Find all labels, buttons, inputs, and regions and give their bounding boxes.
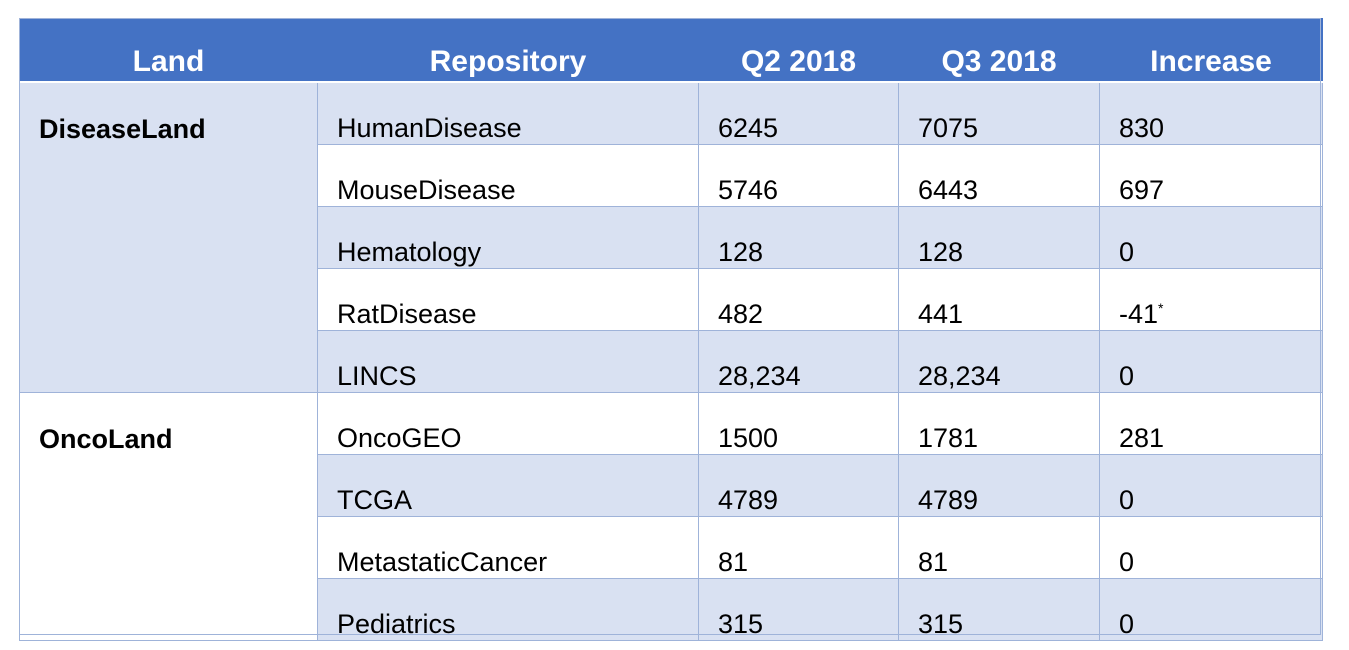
repository-cell-text: RatDisease — [337, 299, 477, 329]
increase-cell-text: 830 — [1119, 113, 1165, 143]
table-row: MouseDisease 5746 6443 697 — [20, 144, 1323, 207]
q2-2018-cell: 482 — [698, 268, 899, 331]
repository-cell: Pediatrics — [317, 578, 699, 641]
repository-cell-text: HumanDisease — [337, 113, 522, 143]
q3-2018-cell: 1781 — [898, 392, 1100, 455]
table-row: MetastaticCancer 81 81 0 — [20, 516, 1323, 579]
q3-2018-cell-text: 128 — [918, 237, 964, 267]
repository-cell-text: TCGA — [337, 485, 413, 515]
q2-2018-cell: 81 — [698, 516, 899, 579]
header-land: Land — [19, 18, 318, 83]
repository-cell: MouseDisease — [317, 144, 699, 207]
header-q2-2018: Q2 2018 — [698, 18, 899, 83]
q2-2018-cell: 5746 — [698, 144, 899, 207]
repository-cell-text: OncoGEO — [337, 423, 462, 453]
increase-cell-text: 0 — [1119, 609, 1135, 639]
repository-cell-text: MetastaticCancer — [337, 547, 548, 577]
q2-2018-cell: 6245 — [698, 81, 899, 145]
repository-cell: Hematology — [317, 206, 699, 269]
repository-cell-text: MouseDisease — [337, 175, 516, 205]
q3-2018-cell: 128 — [898, 206, 1100, 269]
increase-cell: 0 — [1099, 330, 1323, 393]
repository-cell-text: LINCS — [337, 361, 417, 391]
increase-cell: 0 — [1099, 454, 1323, 517]
repository-cell: LINCS — [317, 330, 699, 393]
table-row: DiseaseLand HumanDisease 6245 7075 830 — [19, 81, 1323, 393]
footnote-marker: * — [1158, 300, 1164, 316]
q3-2018-cell-text: 81 — [918, 547, 949, 577]
increase-cell: 830 — [1099, 81, 1323, 145]
increase-cell-text: 0 — [1119, 547, 1135, 577]
repository-cell: HumanDisease — [317, 81, 699, 145]
increase-cell-text: 281 — [1119, 423, 1165, 453]
increase-cell-text: 0 — [1119, 361, 1135, 391]
table-row: Hematology 128 128 0 — [20, 206, 1323, 269]
increase-cell-text: 0 — [1119, 237, 1135, 267]
q3-2018-cell: 81 — [898, 516, 1100, 579]
q3-2018-cell-text: 6443 — [918, 175, 979, 205]
q3-2018-cell-text: 1781 — [918, 423, 979, 453]
repository-cell: MetastaticCancer — [317, 516, 699, 579]
land-cell: DiseaseLand — [19, 81, 318, 393]
q2-2018-cell: 4789 — [698, 454, 899, 517]
table-row: OncoLand OncoGEO 1500 1781 281 — [19, 392, 1323, 641]
q2-2018-cell: 1500 — [698, 392, 899, 455]
increase-cell: 697 — [1099, 144, 1323, 207]
q2-2018-cell: 28,234 — [698, 330, 899, 393]
increase-cell: 281 — [1099, 392, 1323, 455]
table-row: LINCS 28,234 28,234 0 — [20, 330, 1323, 393]
q2-2018-cell-text: 128 — [718, 237, 764, 267]
q2-2018-cell-text: 1500 — [718, 423, 779, 453]
q2-2018-cell-text: 6245 — [718, 113, 779, 143]
increase-cell: -41* — [1099, 268, 1323, 331]
table-row: TCGA 4789 4789 0 — [20, 454, 1323, 517]
q3-2018-cell-text: 315 — [918, 609, 964, 639]
q3-2018-cell-text: 441 — [918, 299, 964, 329]
increase-cell-text: 697 — [1119, 175, 1165, 205]
q3-2018-cell-text: 28,234 — [918, 361, 1001, 391]
q3-2018-cell-text: 7075 — [918, 113, 979, 143]
header-increase: Increase — [1099, 18, 1323, 83]
increase-cell-text: -41 — [1119, 299, 1159, 329]
increase-cell: 0 — [1099, 578, 1323, 641]
table-body: DiseaseLand HumanDisease 6245 7075 830 MouseD… — [19, 81, 1323, 641]
q2-2018-cell-text: 5746 — [718, 175, 779, 205]
repository-cell: TCGA — [317, 454, 699, 517]
table-header: Land Repository Q2 2018 Q3 2018 Increase — [19, 18, 1323, 83]
q3-2018-cell: 28,234 — [898, 330, 1100, 393]
q3-2018-cell: 4789 — [898, 454, 1100, 517]
q2-2018-cell-text: 4789 — [718, 485, 779, 515]
q2-2018-cell: 315 — [698, 578, 899, 641]
q3-2018-cell-text: 4789 — [918, 485, 979, 515]
land-cell: OncoLand — [19, 392, 318, 641]
q2-2018-cell-text: 315 — [718, 609, 764, 639]
q2-2018-cell-text: 81 — [718, 547, 749, 577]
repository-cell: OncoGEO — [317, 392, 699, 455]
q2-2018-cell-text: 482 — [718, 299, 764, 329]
repository-table: Land Repository Q2 2018 Q3 2018 Increase… — [19, 18, 1323, 641]
repository-cell-text: Pediatrics — [337, 609, 456, 639]
repository-cell-text: Hematology — [337, 237, 482, 267]
header-q3-2018: Q3 2018 — [898, 18, 1100, 83]
increase-cell-text: 0 — [1119, 485, 1135, 515]
increase-cell: 0 — [1099, 206, 1323, 269]
increase-cell: 0 — [1099, 516, 1323, 579]
repository-cell: RatDisease — [317, 268, 699, 331]
header-repository: Repository — [317, 18, 699, 83]
q3-2018-cell: 6443 — [898, 144, 1100, 207]
table-row: RatDisease 482 441 -41* — [20, 268, 1323, 331]
q3-2018-cell: 441 — [898, 268, 1100, 331]
header-row: Land Repository Q2 2018 Q3 2018 Increase — [19, 18, 1323, 83]
q3-2018-cell: 7075 — [898, 81, 1100, 145]
q2-2018-cell-text: 28,234 — [718, 361, 801, 391]
q3-2018-cell: 315 — [898, 578, 1100, 641]
q2-2018-cell: 128 — [698, 206, 899, 269]
